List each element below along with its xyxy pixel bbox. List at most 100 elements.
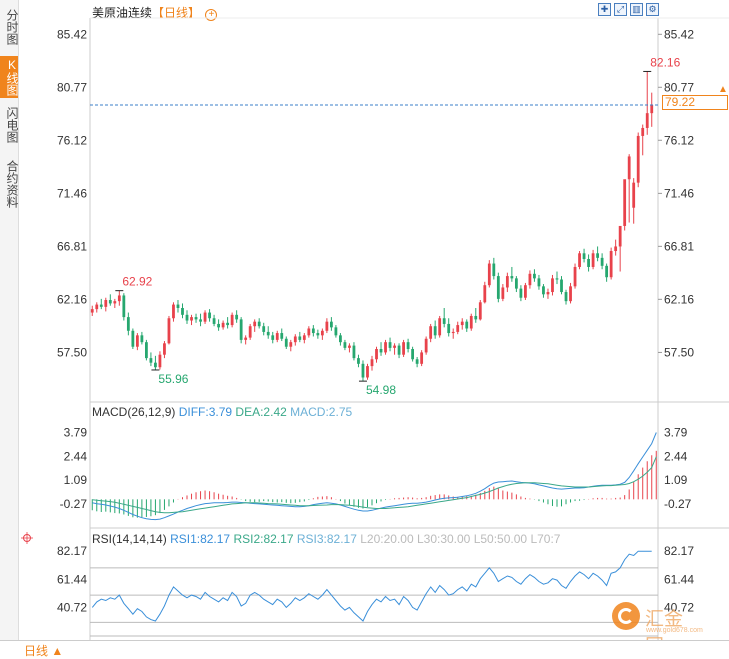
candle-body: [465, 321, 469, 329]
settings-icon[interactable]: ⚙: [646, 3, 659, 16]
candle-body: [397, 345, 401, 355]
instrument-title: 美原油连续: [92, 6, 153, 20]
candle-body: [519, 288, 523, 298]
candle-body: [140, 335, 144, 343]
scroll-up-icon[interactable]: ▲: [718, 84, 728, 95]
candle-body: [145, 342, 148, 359]
price-tick-label: 71.46: [664, 186, 694, 200]
candle-body: [90, 309, 94, 313]
candle-body: [275, 333, 279, 340]
price-tick-label: 57.50: [664, 345, 694, 359]
candle-body: [316, 333, 320, 336]
candle-body: [528, 273, 532, 286]
candle-body: [442, 318, 446, 324]
l70-legend: L70:7: [530, 532, 561, 546]
candle-body: [108, 300, 112, 304]
candle-body: [307, 328, 311, 336]
candle-body: [474, 315, 478, 320]
candle-body: [542, 286, 545, 295]
macd-tick-label-left: 3.79: [64, 426, 88, 440]
candle-body: [447, 323, 451, 334]
candle-body: [167, 318, 171, 344]
candle-body: [348, 345, 351, 348]
candle-body: [226, 322, 230, 326]
tab-contract-info[interactable]: 合约资料: [5, 160, 19, 208]
candle-body: [393, 345, 396, 348]
rsi-settings-icon[interactable]: [21, 532, 33, 544]
tab-flash[interactable]: 闪电图: [5, 107, 19, 143]
candle-body: [244, 337, 248, 340]
price-tick-label-left: 80.77: [57, 80, 87, 94]
candle-body: [627, 156, 631, 180]
price-tick-label-left: 71.46: [57, 186, 87, 200]
candle-body: [582, 253, 586, 259]
candle-body: [248, 326, 252, 338]
candle-body: [636, 135, 640, 183]
candle-body: [605, 265, 609, 278]
candle-body: [357, 358, 360, 364]
candle-body: [163, 343, 166, 355]
rsi-title: RSI(14,14,14): [92, 532, 167, 546]
candle-body: [325, 321, 329, 331]
candle-body: [623, 179, 627, 226]
sidebar: [0, 0, 19, 640]
candle-body: [456, 325, 460, 332]
candle-body: [221, 322, 225, 328]
candle-body: [203, 312, 207, 322]
candle-body: [415, 359, 419, 364]
candle-body: [384, 342, 387, 353]
candle-body: [298, 336, 302, 340]
macd-dea-line: [92, 456, 657, 514]
macd-tick-label-left: 2.44: [64, 449, 88, 463]
candle-body: [433, 326, 437, 336]
candle-body: [645, 113, 649, 128]
rsi-tick-label-left: 40.72: [57, 601, 87, 615]
candle-body: [505, 276, 509, 288]
candle-body: [366, 366, 369, 378]
l20-legend: L20:20.00: [360, 532, 414, 546]
rsi-tick-label: 61.44: [664, 572, 694, 586]
candle-body: [235, 314, 239, 320]
macd-tick-label-left: 1.09: [64, 473, 88, 487]
candle-body: [217, 323, 220, 328]
candle-body: [135, 335, 139, 347]
candle-body: [199, 319, 202, 322]
chart-canvas[interactable]: 85.42 85.42 80.77 80.77 76.12 76.12 71.46 71.46…: [0, 0, 729, 640]
rsi-line: [91, 550, 652, 622]
candle-body: [600, 257, 604, 266]
candle-body: [117, 295, 121, 302]
period-dropdown[interactable]: 日线 ▲: [24, 644, 64, 658]
candle-body: [451, 331, 455, 334]
expand-icon[interactable]: ⤢: [614, 3, 627, 16]
candle-body: [311, 328, 315, 334]
rsi1-legend: RSI1:82.17: [170, 532, 231, 546]
l30-legend: L30:30.00: [416, 532, 471, 546]
candle-body: [555, 278, 559, 280]
macd-legend: MACD(26,12,9) DIFF:3.79 DEA:2.42 MACD:2.…: [92, 405, 352, 419]
candle-body: [280, 333, 284, 339]
candle-body: [402, 342, 405, 355]
period-label[interactable]: 【日线】: [152, 6, 201, 20]
candle-body: [632, 182, 636, 208]
candle-body: [352, 345, 356, 359]
candle-body: [329, 321, 333, 328]
candle-body: [253, 321, 257, 327]
macd-dea-legend: DEA:2.42: [235, 405, 287, 419]
candle-body: [230, 314, 234, 326]
candle-body: [641, 127, 645, 136]
candle-body: [501, 287, 505, 299]
low-annotation: 54.98: [366, 383, 396, 397]
circle-plus-icon[interactable]: +: [205, 9, 218, 21]
candle-body: [158, 354, 162, 368]
tab-timeshare[interactable]: 分时图: [5, 9, 19, 45]
candle-body: [614, 246, 618, 252]
candle-body: [618, 225, 622, 247]
bottom-bar: 日线 ▲: [0, 640, 729, 659]
candle-body: [564, 292, 568, 302]
chart-style-icon[interactable]: ▥: [630, 3, 643, 16]
candle-body: [573, 266, 577, 287]
crosshair-icon[interactable]: ✚: [598, 3, 611, 16]
tab-kline[interactable]: K线图: [0, 56, 19, 98]
candle-body: [339, 335, 342, 343]
candle-body: [99, 304, 103, 307]
